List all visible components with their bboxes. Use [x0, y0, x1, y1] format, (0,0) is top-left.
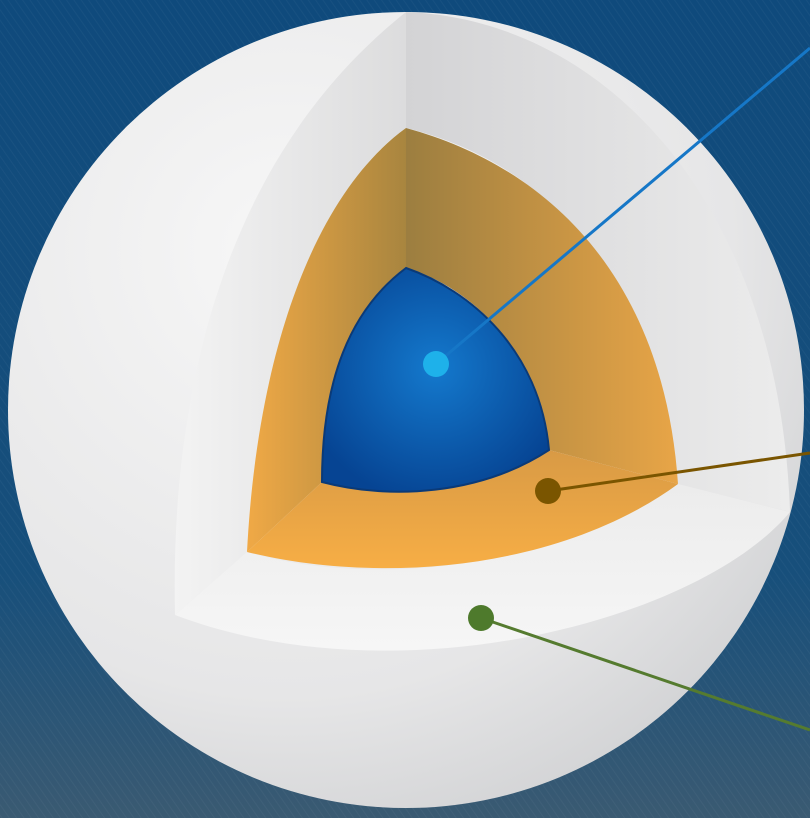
- outer-shell-pointer-line: [480, 616, 810, 732]
- outer-shell-pointer-marker[interactable]: [468, 605, 494, 631]
- middle-layer-left-face: [247, 128, 406, 552]
- outer-shell-cut-bottom-face: [175, 484, 790, 651]
- outer-shell-cut-right-face: [406, 12, 790, 512]
- middle-layer-right-face: [406, 128, 678, 484]
- middle-layer-pointer-marker[interactable]: [535, 478, 561, 504]
- middle-layer-bottom-face: [247, 450, 678, 569]
- core-pointer-line: [435, 46, 810, 366]
- core-pointer-marker[interactable]: [423, 351, 449, 377]
- inner-core: [320, 266, 551, 493]
- middle-layer-pointer-line: [547, 451, 810, 493]
